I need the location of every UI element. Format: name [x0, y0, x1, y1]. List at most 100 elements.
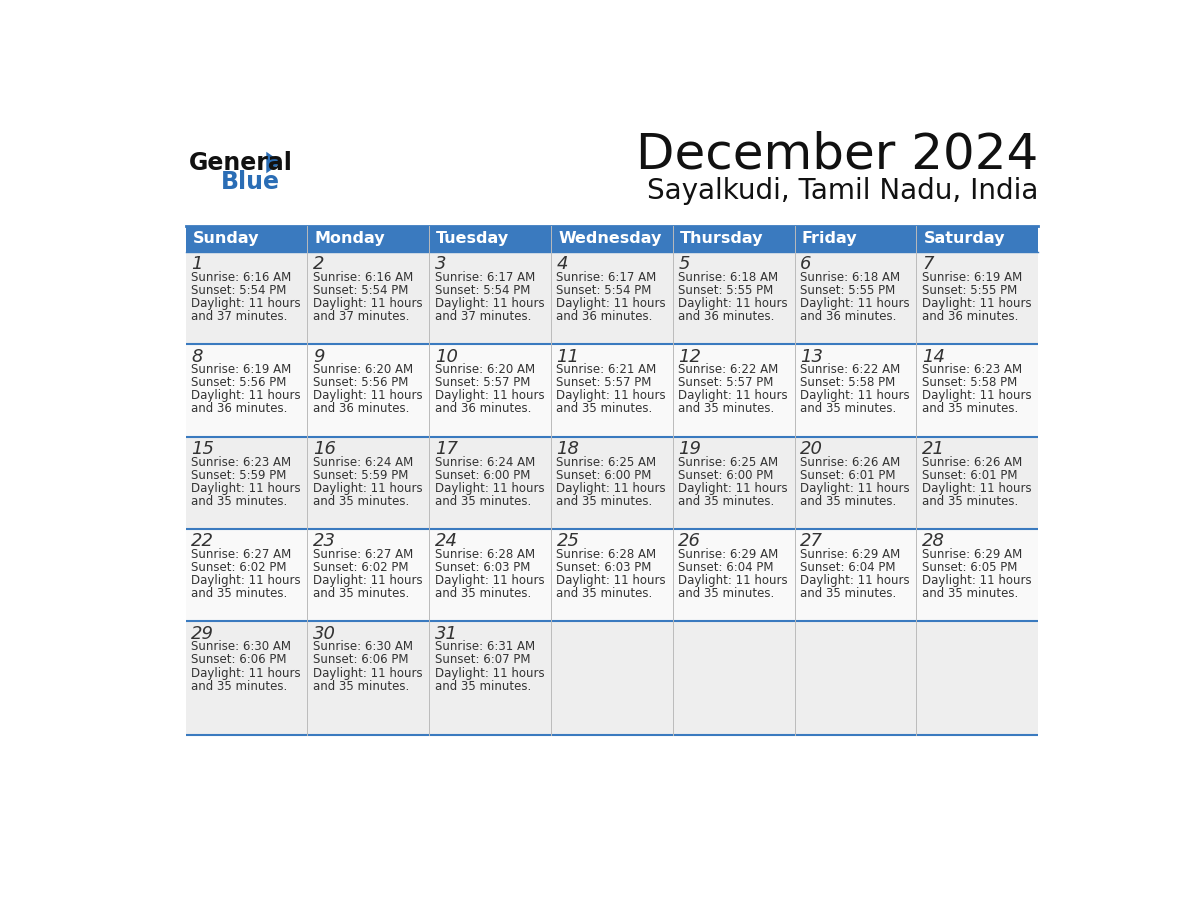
Text: Sunset: 5:57 PM: Sunset: 5:57 PM	[435, 376, 530, 389]
Text: 14: 14	[922, 348, 944, 365]
Text: 11: 11	[556, 348, 580, 365]
Text: Daylight: 11 hours: Daylight: 11 hours	[312, 482, 423, 495]
Text: and 36 minutes.: and 36 minutes.	[312, 402, 410, 416]
Bar	[185, 529, 1038, 621]
Text: Sunrise: 6:25 AM: Sunrise: 6:25 AM	[678, 455, 778, 468]
Text: Sunrise: 6:22 AM: Sunrise: 6:22 AM	[678, 364, 778, 376]
Bar	[185, 252, 1038, 344]
Text: and 35 minutes.: and 35 minutes.	[922, 495, 1018, 508]
Text: Sunset: 5:54 PM: Sunset: 5:54 PM	[435, 284, 530, 297]
Text: Sunrise: 6:29 AM: Sunrise: 6:29 AM	[922, 548, 1022, 561]
Text: and 35 minutes.: and 35 minutes.	[435, 679, 531, 692]
Text: Sunset: 5:55 PM: Sunset: 5:55 PM	[678, 284, 773, 297]
Text: 5: 5	[678, 255, 690, 274]
Text: and 35 minutes.: and 35 minutes.	[678, 495, 775, 508]
Text: 31: 31	[435, 625, 457, 643]
Text: Sunrise: 6:29 AM: Sunrise: 6:29 AM	[800, 548, 901, 561]
Text: 1: 1	[191, 255, 203, 274]
Text: and 35 minutes.: and 35 minutes.	[678, 588, 775, 600]
Text: Sunset: 6:07 PM: Sunset: 6:07 PM	[435, 654, 530, 666]
Text: Sunrise: 6:25 AM: Sunrise: 6:25 AM	[556, 455, 657, 468]
Text: Daylight: 11 hours: Daylight: 11 hours	[435, 297, 544, 310]
Text: Daylight: 11 hours: Daylight: 11 hours	[800, 482, 910, 495]
Text: Daylight: 11 hours: Daylight: 11 hours	[800, 389, 910, 402]
Bar	[795, 226, 916, 252]
Text: Sunrise: 6:28 AM: Sunrise: 6:28 AM	[556, 548, 657, 561]
Text: Daylight: 11 hours: Daylight: 11 hours	[435, 574, 544, 588]
Text: Sunrise: 6:17 AM: Sunrise: 6:17 AM	[556, 271, 657, 284]
Text: and 36 minutes.: and 36 minutes.	[922, 310, 1018, 323]
Text: Sunset: 5:54 PM: Sunset: 5:54 PM	[556, 284, 652, 297]
Text: and 35 minutes.: and 35 minutes.	[435, 495, 531, 508]
Text: Thursday: Thursday	[680, 231, 764, 246]
Bar	[185, 437, 1038, 529]
Text: Sunset: 6:03 PM: Sunset: 6:03 PM	[435, 561, 530, 574]
Text: Daylight: 11 hours: Daylight: 11 hours	[435, 389, 544, 402]
Text: Sunset: 6:01 PM: Sunset: 6:01 PM	[922, 469, 1017, 482]
Text: Sunset: 6:00 PM: Sunset: 6:00 PM	[435, 469, 530, 482]
Text: Sunset: 6:04 PM: Sunset: 6:04 PM	[678, 561, 773, 574]
Text: 13: 13	[800, 348, 823, 365]
Text: Sunrise: 6:16 AM: Sunrise: 6:16 AM	[312, 271, 413, 284]
Text: Sunrise: 6:26 AM: Sunrise: 6:26 AM	[800, 455, 901, 468]
Text: Daylight: 11 hours: Daylight: 11 hours	[922, 574, 1031, 588]
Text: and 35 minutes.: and 35 minutes.	[312, 679, 409, 692]
Text: Sunrise: 6:30 AM: Sunrise: 6:30 AM	[191, 641, 291, 654]
Text: Sunset: 6:00 PM: Sunset: 6:00 PM	[678, 469, 773, 482]
Text: Sunrise: 6:19 AM: Sunrise: 6:19 AM	[922, 271, 1022, 284]
Text: 6: 6	[800, 255, 811, 274]
Text: Saturday: Saturday	[923, 231, 1005, 246]
Bar	[551, 226, 672, 252]
Text: Sunset: 5:57 PM: Sunset: 5:57 PM	[678, 376, 773, 389]
Text: and 36 minutes.: and 36 minutes.	[191, 402, 287, 416]
Text: Sunrise: 6:23 AM: Sunrise: 6:23 AM	[922, 364, 1022, 376]
Text: 25: 25	[556, 532, 580, 551]
Text: and 37 minutes.: and 37 minutes.	[435, 310, 531, 323]
Text: Sunset: 5:57 PM: Sunset: 5:57 PM	[556, 376, 652, 389]
Text: 17: 17	[435, 440, 457, 458]
Text: and 35 minutes.: and 35 minutes.	[800, 588, 896, 600]
Text: Sunset: 5:58 PM: Sunset: 5:58 PM	[800, 376, 896, 389]
Text: Daylight: 11 hours: Daylight: 11 hours	[922, 389, 1031, 402]
Text: Sunrise: 6:29 AM: Sunrise: 6:29 AM	[678, 548, 778, 561]
Text: Daylight: 11 hours: Daylight: 11 hours	[678, 297, 788, 310]
Text: 24: 24	[435, 532, 457, 551]
Text: Sunrise: 6:21 AM: Sunrise: 6:21 AM	[556, 364, 657, 376]
Bar	[185, 621, 1038, 735]
Text: 19: 19	[678, 440, 701, 458]
Text: 10: 10	[435, 348, 457, 365]
Text: Sunrise: 6:17 AM: Sunrise: 6:17 AM	[435, 271, 535, 284]
Text: and 35 minutes.: and 35 minutes.	[191, 495, 287, 508]
Text: Sunset: 5:54 PM: Sunset: 5:54 PM	[191, 284, 286, 297]
Text: Sunset: 6:02 PM: Sunset: 6:02 PM	[191, 561, 286, 574]
Text: Daylight: 11 hours: Daylight: 11 hours	[556, 574, 666, 588]
Text: Daylight: 11 hours: Daylight: 11 hours	[922, 482, 1031, 495]
Text: Daylight: 11 hours: Daylight: 11 hours	[191, 574, 301, 588]
Text: Sunset: 6:05 PM: Sunset: 6:05 PM	[922, 561, 1017, 574]
Text: Daylight: 11 hours: Daylight: 11 hours	[191, 389, 301, 402]
Text: Sunset: 6:06 PM: Sunset: 6:06 PM	[191, 654, 286, 666]
Text: Sunset: 5:59 PM: Sunset: 5:59 PM	[191, 469, 286, 482]
Text: Daylight: 11 hours: Daylight: 11 hours	[556, 297, 666, 310]
Text: Sunrise: 6:16 AM: Sunrise: 6:16 AM	[191, 271, 291, 284]
Text: Sunrise: 6:27 AM: Sunrise: 6:27 AM	[191, 548, 291, 561]
Bar	[916, 226, 1038, 252]
Text: Daylight: 11 hours: Daylight: 11 hours	[678, 482, 788, 495]
Text: Sunrise: 6:24 AM: Sunrise: 6:24 AM	[312, 455, 413, 468]
Text: Sunset: 5:58 PM: Sunset: 5:58 PM	[922, 376, 1017, 389]
Text: 7: 7	[922, 255, 934, 274]
Text: Sunrise: 6:24 AM: Sunrise: 6:24 AM	[435, 455, 535, 468]
Bar	[429, 226, 551, 252]
Text: and 37 minutes.: and 37 minutes.	[191, 310, 287, 323]
Text: Sunset: 6:00 PM: Sunset: 6:00 PM	[556, 469, 652, 482]
Text: 12: 12	[678, 348, 701, 365]
Text: Sunset: 5:55 PM: Sunset: 5:55 PM	[800, 284, 896, 297]
Text: Sunrise: 6:18 AM: Sunrise: 6:18 AM	[678, 271, 778, 284]
Text: Sunrise: 6:26 AM: Sunrise: 6:26 AM	[922, 455, 1022, 468]
Text: 29: 29	[191, 625, 214, 643]
Text: Sunrise: 6:31 AM: Sunrise: 6:31 AM	[435, 641, 535, 654]
Text: Daylight: 11 hours: Daylight: 11 hours	[312, 666, 423, 679]
Text: Sunset: 6:03 PM: Sunset: 6:03 PM	[556, 561, 652, 574]
Text: Sunrise: 6:20 AM: Sunrise: 6:20 AM	[312, 364, 413, 376]
Text: and 35 minutes.: and 35 minutes.	[312, 495, 409, 508]
